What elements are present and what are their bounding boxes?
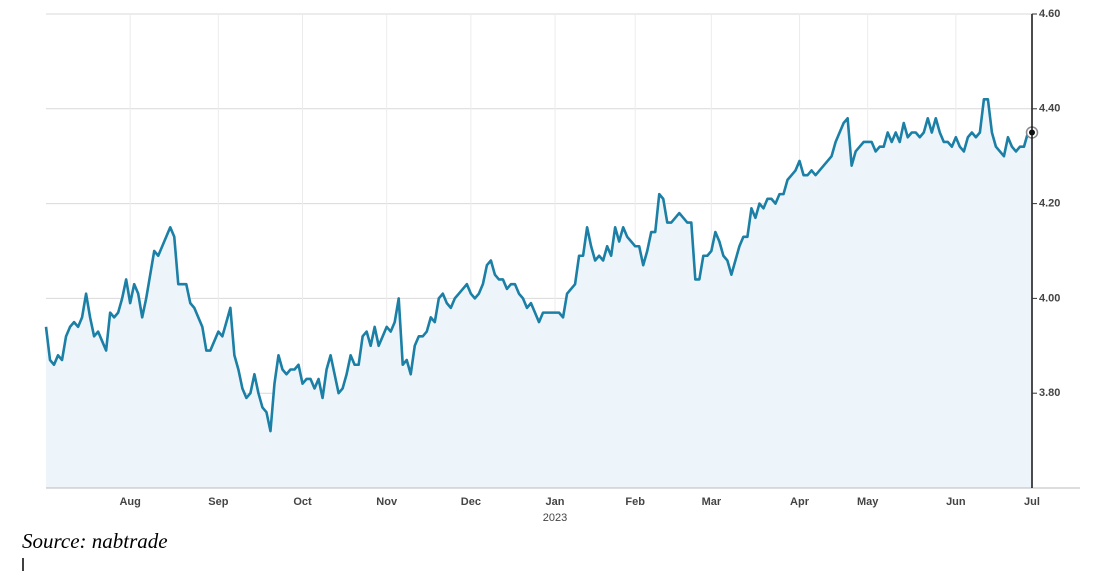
y-tick-label: 4.00	[1039, 292, 1060, 304]
y-tick-label: 4.20	[1039, 198, 1060, 210]
x-tick-label: Sep	[208, 496, 228, 508]
y-tick-label: 3.80	[1039, 387, 1060, 399]
axis-labels: 3.80 4.00 4.20 4.40 4.60 Aug Sep Oct Nov Dec Jan 20…	[119, 8, 1060, 524]
x-tick-label: Oct	[293, 496, 312, 508]
x-tick-label: Aug	[119, 496, 140, 508]
x-tick-label: Jul	[1024, 496, 1040, 508]
area-fill	[46, 99, 1032, 488]
x-tick-label: Nov	[376, 496, 398, 508]
x-tick-label: Jun	[946, 496, 966, 508]
x-tick-label: Dec	[461, 496, 481, 508]
y-tick-label: 4.60	[1039, 8, 1060, 20]
x-tick-label: May	[857, 496, 879, 508]
price-line	[44, 98, 1032, 433]
x-tick-label: Jan	[546, 496, 565, 508]
x-tick-label: Mar	[702, 496, 722, 508]
year-label: 2023	[543, 512, 567, 524]
plot-area	[44, 98, 1039, 488]
source-note: Source: nabtrade	[22, 529, 168, 553]
y-tick-label: 4.40	[1039, 103, 1060, 115]
x-tick-label: Feb	[625, 496, 645, 508]
x-tick-label: Apr	[790, 496, 810, 508]
